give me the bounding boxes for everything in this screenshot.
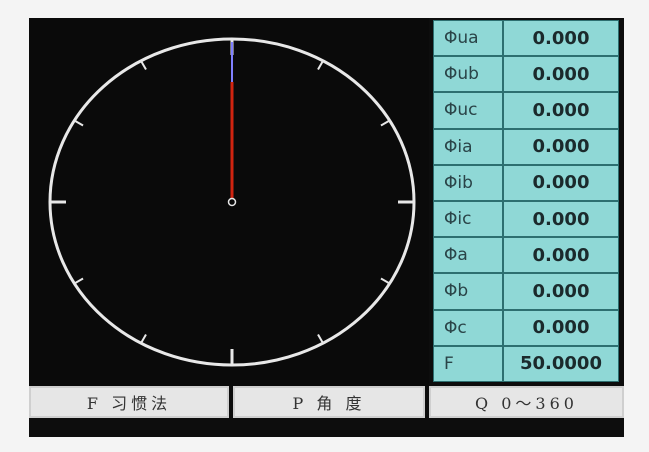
softkey-f-button[interactable]: F 习惯法 (29, 386, 229, 418)
reading-value-c: 0.000 (503, 309, 619, 346)
dial-tick (317, 60, 324, 70)
readings-table: Φua 0.000 Φub 0.000 Φuc 0.000 Φia 0.000 … (433, 20, 621, 382)
reading-value-ib: 0.000 (503, 164, 619, 201)
dial-tick (73, 119, 84, 127)
softkey-p-button[interactable]: P 角 度 (233, 386, 425, 418)
reading-label-ic: Φic (433, 200, 503, 238)
dial-tick (140, 60, 147, 70)
dial-tick (380, 119, 391, 127)
reading-value-ic: 0.000 (503, 200, 619, 238)
reading-value-ub: 0.000 (503, 56, 619, 93)
reading-label-a: Φa (433, 237, 503, 274)
reading-label-frequency: F (433, 345, 503, 382)
dial-center-dot (227, 197, 237, 207)
dial-tick (317, 334, 324, 344)
instrument-screen: Φua 0.000 Φub 0.000 Φuc 0.000 Φia 0.000 … (29, 18, 624, 437)
softkey-bar: F 习惯法 P 角 度 Q 0～360 (29, 386, 624, 418)
softkey-q-button[interactable]: Q 0～360 (429, 386, 624, 418)
reading-value-ua: 0.000 (503, 20, 619, 57)
reading-value-a: 0.000 (503, 237, 619, 274)
phasor-dial-svg (48, 37, 416, 367)
reading-label-ib: Φib (433, 164, 503, 201)
reading-value-frequency: 50.0000 (503, 345, 619, 382)
dial-tick (140, 334, 147, 344)
reading-label-uc: Φuc (433, 92, 503, 129)
reading-label-b: Φb (433, 273, 503, 310)
reading-label-ia: Φia (433, 128, 503, 165)
reading-label-c: Φc (433, 309, 503, 346)
reading-value-uc: 0.000 (503, 92, 619, 129)
reading-value-b: 0.000 (503, 273, 619, 310)
dial-tick (73, 277, 84, 285)
phasor-dial (29, 18, 429, 386)
dial-tick (380, 277, 391, 285)
reading-value-ia: 0.000 (503, 128, 619, 165)
reading-label-ua: Φua (433, 20, 503, 57)
reading-label-ub: Φub (433, 56, 503, 93)
